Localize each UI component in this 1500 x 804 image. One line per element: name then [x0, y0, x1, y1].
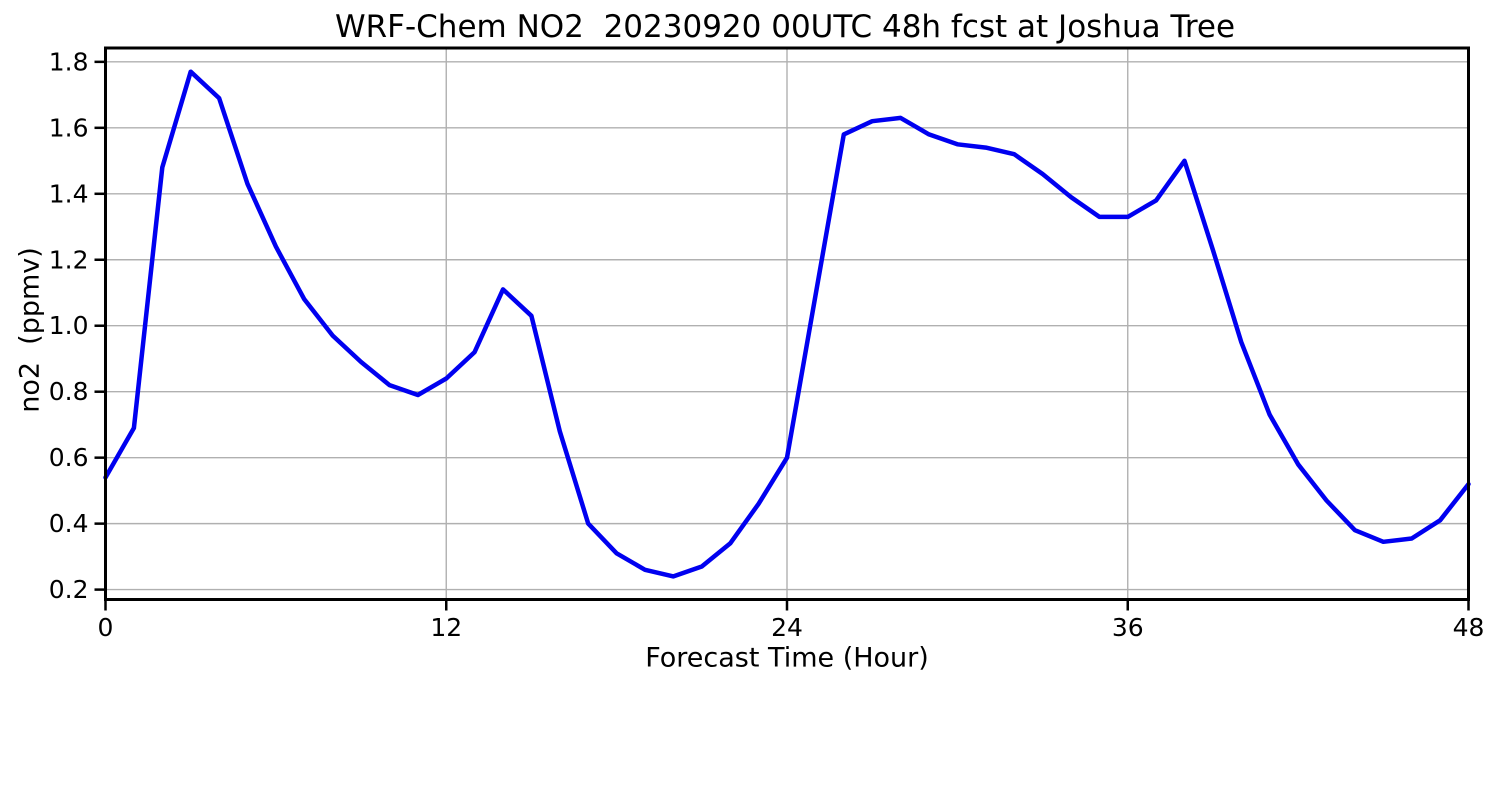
no2-series-line	[103, 69, 1471, 579]
chart-title: WRF-Chem NO2 20230920 00UTC 48h fcst at …	[335, 9, 1235, 45]
y-tick-label: 1.6	[49, 113, 89, 142]
x-tick-label: 12	[430, 613, 462, 642]
y-tick-label: 0.2	[49, 575, 89, 604]
y-tick-label: 0.4	[49, 509, 89, 538]
y-tick-label: 1.8	[49, 47, 89, 76]
y-axis-label: no2 (ppmv)	[15, 247, 46, 413]
x-tick-label: 48	[1453, 613, 1485, 642]
axis-ticks	[94, 60, 1470, 611]
x-tick-label: 0	[98, 613, 114, 642]
y-tick-label: 0.8	[49, 377, 89, 406]
y-tick-label: 0.6	[49, 443, 89, 472]
axis-tick-labels: 0 12 24 36 48 0.2 0.4 0.6 0.8 1.0 1.2 1.4 1.6 1.8	[49, 47, 1485, 642]
gridlines	[104, 48, 1470, 600]
y-tick-label: 1.4	[49, 179, 89, 208]
x-tick-label: 24	[771, 613, 803, 642]
y-tick-label: 1.0	[49, 311, 89, 340]
x-axis-label: Forecast Time (Hour)	[645, 643, 929, 674]
x-tick-label: 36	[1112, 613, 1144, 642]
y-tick-label: 1.2	[49, 245, 89, 274]
plot-border	[104, 46, 1470, 601]
